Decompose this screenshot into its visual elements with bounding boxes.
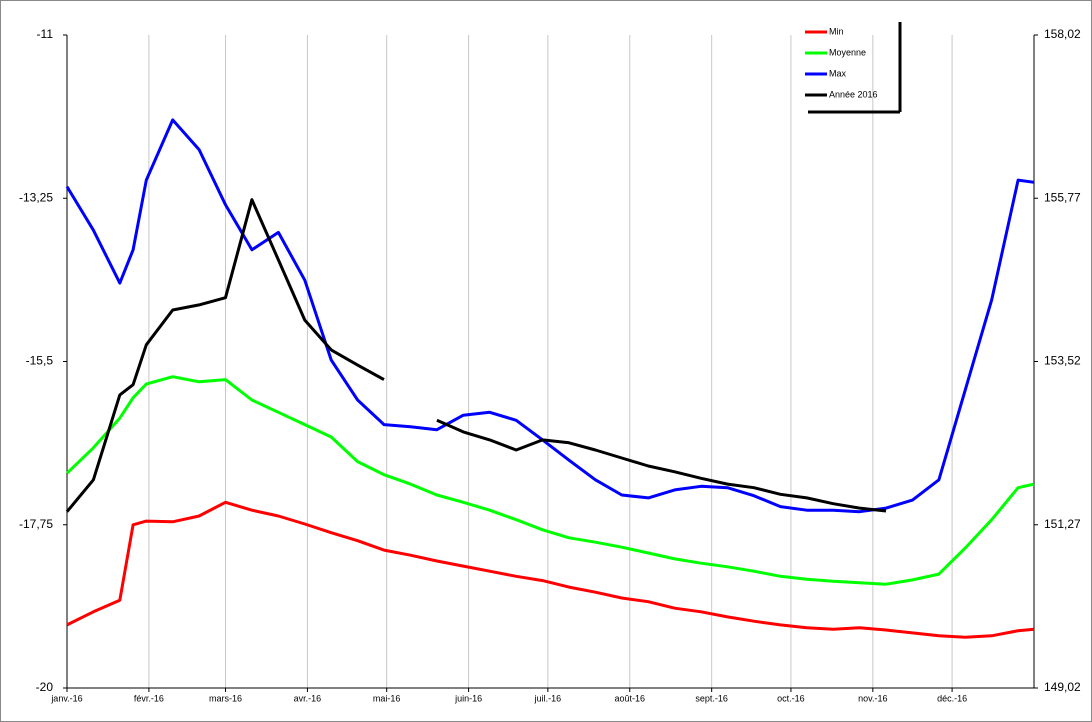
x-tick-label: juin-16: [454, 693, 482, 703]
x-tick-label: oct.-16: [777, 693, 805, 703]
y2-tick-label: 158,02: [1044, 27, 1081, 41]
legend-label: Moyenne: [829, 47, 866, 57]
x-tick-label: janv.-16: [50, 693, 82, 703]
legend-label: Année 2016: [829, 89, 878, 99]
series-line: [66, 500, 1035, 639]
y-tick-label: -20: [36, 680, 54, 694]
x-tick-label: juil.-16: [534, 693, 562, 703]
y2-tick-label: 149,02: [1044, 680, 1081, 694]
x-tick-label: nov.-16: [858, 693, 887, 703]
y-tick-label: -13,25: [19, 190, 53, 204]
x-tick-label: sept.-16: [695, 693, 728, 703]
legend-label: Min: [829, 26, 844, 36]
y2-tick-label: 153,52: [1044, 354, 1081, 368]
x-tick-label: févr.-16: [134, 693, 164, 703]
y-tick-label: -17,75: [19, 517, 53, 531]
x-tick-label: déc.-16: [937, 693, 967, 703]
y-tick-label: -15,5: [26, 354, 54, 368]
y2-tick-label: 151,27: [1044, 517, 1081, 531]
x-tick-label: avr.-16: [294, 693, 322, 703]
y2-tick-label: 155,77: [1044, 190, 1081, 204]
y-tick-label: -11: [37, 27, 54, 41]
series-line: [65, 198, 887, 513]
x-tick-label: août-16: [614, 693, 645, 703]
x-tick-label: mars-16: [209, 693, 242, 703]
legend-label: Max: [829, 68, 847, 78]
series-line: [65, 375, 1035, 586]
x-tick-label: mai-16: [373, 693, 401, 703]
